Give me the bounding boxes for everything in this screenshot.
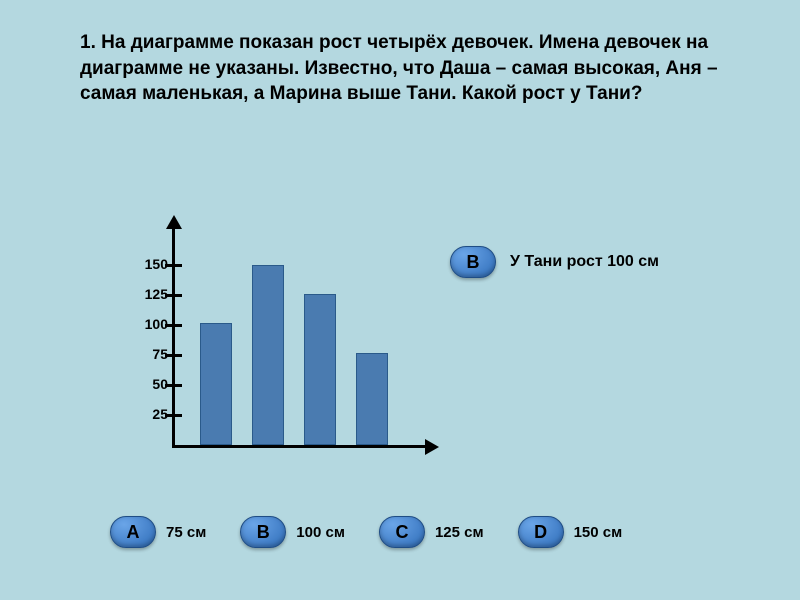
bar-2 [252, 265, 284, 445]
option-badge-b: В [240, 516, 286, 548]
option-badge-a: А [110, 516, 156, 548]
option-badge-d: D [518, 516, 564, 548]
question-text: 1. На диаграмме показан рост четырёх дев… [80, 30, 740, 107]
tick-label-75: 75 [128, 346, 168, 362]
answer-badge: В [450, 246, 496, 278]
bar-1 [200, 323, 232, 445]
tick-label-25: 25 [128, 406, 168, 422]
option-a[interactable]: А 75 см [110, 516, 206, 548]
bar-3 [304, 294, 336, 445]
question-body: На диаграмме показан рост четырёх девоче… [80, 32, 718, 104]
option-d[interactable]: D 150 см [518, 516, 623, 548]
tick-label-100: 100 [128, 316, 168, 332]
tick-label-150: 150 [128, 256, 168, 272]
option-label-d: 150 см [574, 524, 623, 541]
options-row: А 75 см В 100 см С 125 см D 150 см [110, 516, 644, 548]
tick-label-125: 125 [128, 286, 168, 302]
question-number: 1. [80, 32, 96, 53]
option-c[interactable]: С 125 см [379, 516, 484, 548]
bar-4 [356, 353, 388, 445]
bar-chart: 25 50 75 100 125 150 [120, 225, 430, 480]
option-label-c: 125 см [435, 524, 484, 541]
x-axis-arrow [425, 439, 439, 455]
option-label-b: 100 см [296, 524, 345, 541]
x-axis [172, 445, 427, 448]
option-b[interactable]: В 100 см [240, 516, 345, 548]
option-label-a: 75 см [166, 524, 206, 541]
option-badge-c: С [379, 516, 425, 548]
answer-text: У Тани рост 100 см [510, 253, 659, 271]
tick-label-50: 50 [128, 376, 168, 392]
correct-answer: В У Тани рост 100 см [450, 246, 659, 278]
